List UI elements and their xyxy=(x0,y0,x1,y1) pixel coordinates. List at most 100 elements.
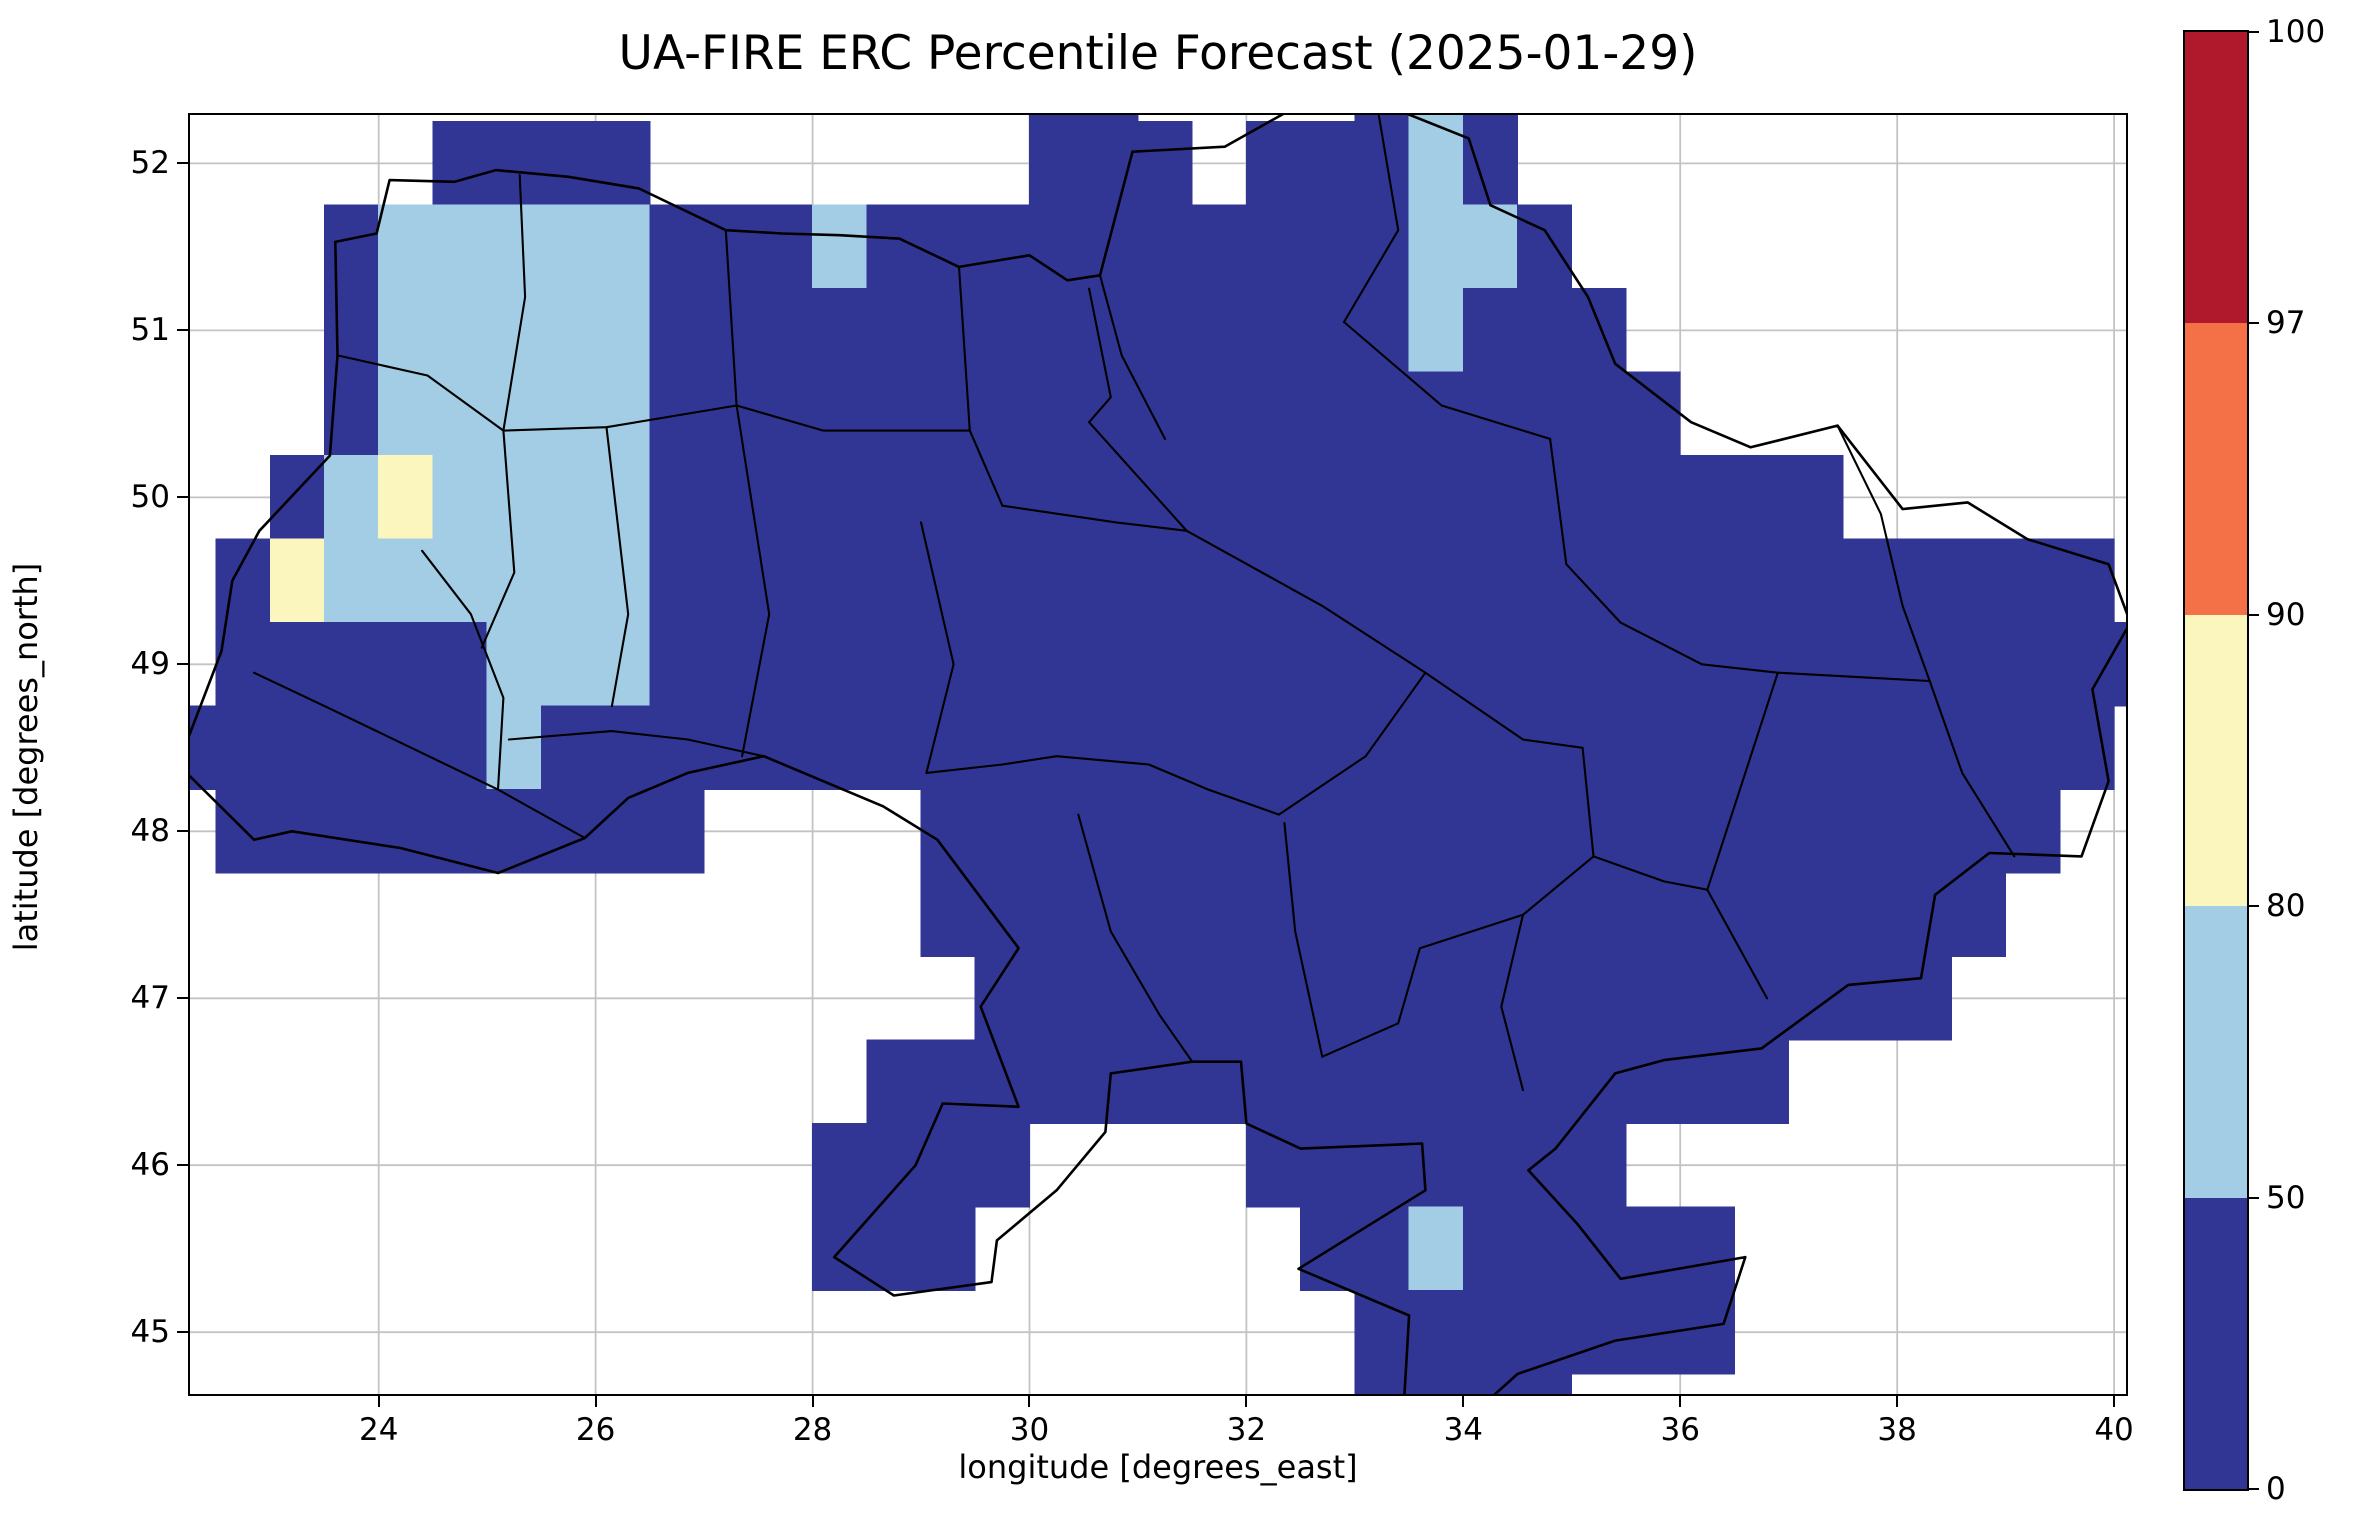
grid-cell xyxy=(540,371,597,457)
grid-cell xyxy=(974,371,1030,457)
colorbar-tick-mark xyxy=(2249,1488,2259,1490)
grid-cell xyxy=(1408,705,1464,791)
oblast-boundary xyxy=(1077,813,1194,1063)
grid-cell xyxy=(974,288,1030,373)
y-tick-label: 45 xyxy=(130,1314,170,1351)
grid-cell xyxy=(1517,872,1573,957)
grid-cell xyxy=(378,538,434,624)
y-tick-mark xyxy=(177,162,188,165)
grid-cell xyxy=(866,371,922,457)
oblast-boundary xyxy=(507,730,765,758)
grid-cell xyxy=(1029,204,1085,290)
grid-cell xyxy=(1517,1123,1573,1208)
grid-cell xyxy=(1137,872,1193,957)
grid-cell xyxy=(1842,956,1898,1041)
y-tick-label: 48 xyxy=(130,813,170,850)
grid-cell xyxy=(1245,1039,1302,1124)
grid-cell xyxy=(1191,538,1247,624)
grid-cell xyxy=(1354,1123,1410,1208)
y-axis-label: latitude [degrees_north] xyxy=(7,562,45,952)
grid-cell xyxy=(1191,789,1247,874)
colorbar-tick-mark xyxy=(2249,322,2259,325)
colorbar-segment xyxy=(2185,905,2247,1198)
grid-cell xyxy=(1083,789,1139,874)
x-tick-label: 40 xyxy=(2094,1412,2134,1448)
colorbar-tick-mark xyxy=(2249,31,2259,33)
x-tick-label: 38 xyxy=(1877,1412,1917,1448)
grid-cell xyxy=(1788,705,1844,791)
grid-cell xyxy=(920,204,976,290)
grid-cell xyxy=(974,538,1030,624)
grid-cell xyxy=(269,705,325,791)
grid-cell xyxy=(1517,1290,1573,1375)
grid-cell xyxy=(1571,1206,1627,1291)
grid-cell xyxy=(1625,538,1681,624)
grid-cell xyxy=(1083,538,1139,624)
grid-cell xyxy=(1245,204,1302,290)
grid-cell xyxy=(974,789,1030,874)
colorbar xyxy=(2183,30,2249,1491)
grid-cell xyxy=(1191,455,1247,540)
grid-cell xyxy=(595,204,651,290)
y-tick-label: 52 xyxy=(130,145,170,182)
grid-cell xyxy=(540,622,597,707)
grid-cell xyxy=(1408,872,1464,957)
grid-cell xyxy=(540,538,597,624)
grid-cell xyxy=(1571,538,1627,624)
oblast-boundary xyxy=(1283,821,1324,1058)
grid-cell xyxy=(1517,288,1573,373)
grid-cell xyxy=(920,538,976,624)
grid-cell xyxy=(540,789,597,874)
oblast-boundary xyxy=(1088,287,1595,1058)
grid-cell xyxy=(595,121,651,206)
grid-cell xyxy=(812,371,868,457)
grid-cell xyxy=(866,204,922,290)
grid-cell xyxy=(1300,371,1356,457)
grid-cell xyxy=(1896,789,1952,874)
grid-cell xyxy=(1408,455,1464,540)
grid-cell xyxy=(1408,1290,1464,1375)
grid-cell xyxy=(812,705,868,791)
grid-cell xyxy=(1137,288,1193,373)
grid-cell xyxy=(1462,1290,1518,1375)
oblast-boundary xyxy=(1500,913,1525,1092)
grid-cell xyxy=(1029,872,1085,957)
grid-cell xyxy=(1191,622,1247,707)
grid-cell xyxy=(324,288,380,373)
grid-cell xyxy=(703,622,759,707)
x-axis-label: longitude [degrees_east] xyxy=(958,1448,1358,1486)
grid-cell xyxy=(432,455,488,540)
grid-cell xyxy=(1625,956,1681,1041)
colorbar-segment xyxy=(2185,322,2247,615)
x-tick-mark xyxy=(594,1396,597,1407)
grid-cell xyxy=(1517,956,1573,1041)
oblast-boundary xyxy=(421,549,505,791)
grid-cell xyxy=(1571,1039,1627,1124)
grid-cell xyxy=(1517,204,1573,290)
grid-cell xyxy=(1408,121,1464,206)
grid-cell xyxy=(1462,538,1518,624)
grid-cell xyxy=(1354,538,1410,624)
grid-cell xyxy=(866,1123,922,1208)
grid-cell xyxy=(703,538,759,624)
y-tick-label: 50 xyxy=(130,479,170,516)
grid-cell xyxy=(757,288,813,373)
grid-cell xyxy=(1517,622,1573,707)
grid-cell xyxy=(920,1206,976,1291)
grid-cell xyxy=(1354,455,1410,540)
grid-cell xyxy=(1300,705,1356,791)
grid-cell xyxy=(866,455,922,540)
grid-cell xyxy=(1679,705,1735,791)
grid-cell xyxy=(540,121,597,206)
x-tick-mark xyxy=(2113,1396,2116,1407)
grid-cell xyxy=(1245,121,1302,206)
grid-cell xyxy=(649,204,705,290)
grid-cell xyxy=(324,538,380,624)
grid-cell xyxy=(1625,1039,1681,1124)
grid-cell xyxy=(1842,789,1898,874)
y-tick-label: 51 xyxy=(130,312,170,349)
grid-cell xyxy=(812,1123,868,1208)
colorbar-tick-mark xyxy=(2249,905,2259,908)
colorbar-tick-label: 50 xyxy=(2266,1179,2306,1216)
grid-cell xyxy=(1408,1039,1464,1124)
